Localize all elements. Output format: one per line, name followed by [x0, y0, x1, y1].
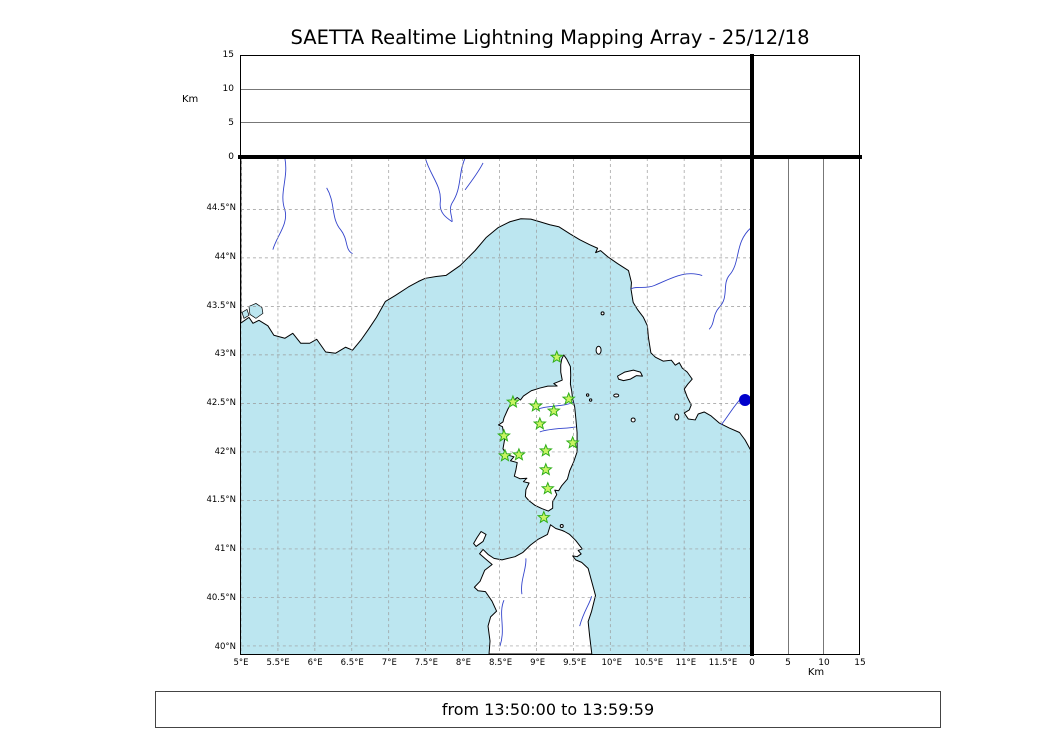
altitude-gridline-5km: [241, 122, 751, 123]
altitude-gridline-10km-v: [823, 158, 824, 654]
top-ytick-15: 15: [222, 50, 234, 60]
corner-panel: [752, 55, 860, 157]
lon-tick-6.5°E: 6.5°E: [340, 658, 364, 668]
station-star-12: [538, 462, 553, 476]
montecristo-island: [630, 417, 636, 423]
lon-tick-6°E: 6°E: [307, 658, 323, 668]
continental-coast: [241, 158, 751, 452]
lat-tick-44.5°N: 44.5°N: [206, 203, 236, 214]
top-ytick-0: 0: [228, 151, 234, 162]
thick-vertical-divider: [750, 54, 754, 656]
station-star-4: [561, 391, 576, 405]
sardinia: [473, 524, 597, 654]
station-star-8: [565, 435, 580, 449]
station-star-11: [538, 443, 553, 457]
top-panel-unit-label: Km: [182, 94, 199, 105]
lat-tick-42.5°N: 42.5°N: [206, 398, 236, 408]
land-masses: [241, 158, 751, 654]
river-tirso: [499, 600, 505, 647]
river-coghinas: [521, 558, 527, 595]
station-star-9: [497, 448, 512, 462]
station-star-5: [546, 403, 561, 417]
pianosa-island: [613, 393, 620, 398]
altitude-gridline-5km-v: [788, 158, 789, 654]
map-panel: [240, 157, 752, 655]
map-svg: [241, 158, 751, 654]
lightning-event-dot: [739, 394, 751, 406]
lat-tick-43°N: 43°N: [214, 349, 236, 360]
corsica: [497, 354, 578, 512]
river-tiber: [708, 227, 751, 330]
river-posada: [579, 596, 593, 627]
station-star-10: [511, 447, 526, 461]
gorgona-island: [600, 311, 605, 316]
station-star-6: [532, 416, 547, 430]
station-markers: [496, 349, 580, 524]
lon-tick-10°E: 10°E: [601, 658, 622, 668]
time-range-box: from 13:50:00 to 13:59:59: [155, 691, 941, 728]
station-star-7: [496, 428, 511, 442]
river-po-trib-2: [449, 158, 466, 222]
lon-tick-9.5°E: 9.5°E: [563, 658, 587, 668]
etang-de-berre: [248, 303, 264, 319]
altitude-gridline-10km: [241, 89, 751, 90]
station-star-2: [505, 394, 520, 408]
map-gridlines: [241, 158, 751, 654]
thick-horizontal-divider: [238, 155, 862, 159]
right-xtick-15: 15: [854, 658, 866, 668]
lon-tick-8°E: 8°E: [455, 658, 471, 668]
lon-tick-10.5°E: 10.5°E: [634, 658, 664, 668]
lat-tick-41°N: 41°N: [214, 544, 236, 555]
maddalena-islet: [559, 524, 564, 529]
lat-tick-44°N: 44°N: [214, 251, 236, 262]
giglio-island: [674, 413, 680, 421]
river-var: [326, 187, 353, 255]
lon-tick-11°E: 11°E: [675, 658, 697, 668]
lagoon-small: [241, 308, 250, 319]
lat-tick-41.5°N: 41.5°N: [206, 495, 236, 506]
elba-island: [617, 369, 643, 382]
capraia-island: [595, 345, 602, 355]
altitude-longitude-panel: [240, 55, 752, 157]
lon-tick-11.5°E: 11.5°E: [708, 658, 738, 668]
lat-tick-40.5°N: 40.5°N: [206, 592, 236, 603]
coastal-lagoons: [241, 303, 264, 319]
asinara-island: [473, 530, 487, 547]
lon-tick-7°E: 7°E: [381, 658, 397, 668]
lat-tick-42°N: 42°N: [214, 446, 236, 457]
right-xtick-10: 10: [818, 658, 830, 668]
time-range-text: from 13:50:00 to 13:59:59: [441, 700, 655, 719]
lat-tick-43.5°N: 43.5°N: [206, 300, 236, 311]
page-title: SAETTA Realtime Lightning Mapping Array …: [290, 26, 810, 49]
lon-tick-5.5°E: 5.5°E: [266, 658, 290, 668]
lon-tick-5°E: 5°E: [233, 658, 249, 668]
station-star-13: [540, 481, 555, 495]
station-star-14: [536, 510, 551, 524]
river-po-trib-1: [424, 158, 453, 223]
lat-tick-40°N: 40°N: [214, 641, 236, 652]
altitude-latitude-panel: [752, 157, 860, 655]
river-po-trib-3: [464, 162, 484, 191]
lon-tick-8.5°E: 8.5°E: [488, 658, 513, 668]
lon-tick-9°E: 9°E: [530, 658, 546, 668]
right-xtick-0: 0: [749, 658, 755, 668]
river-arno: [630, 273, 703, 290]
islet-1: [585, 393, 590, 397]
islet-2: [588, 398, 593, 402]
top-ytick-5: 5: [228, 118, 234, 128]
top-ytick-10: 10: [222, 84, 234, 94]
lon-tick-7.5°E: 7.5°E: [414, 658, 438, 668]
station-star-1: [549, 349, 564, 364]
right-panel-unit-label: Km: [807, 667, 825, 678]
right-xtick-5: 5: [785, 658, 791, 668]
station-star-3: [528, 398, 543, 412]
